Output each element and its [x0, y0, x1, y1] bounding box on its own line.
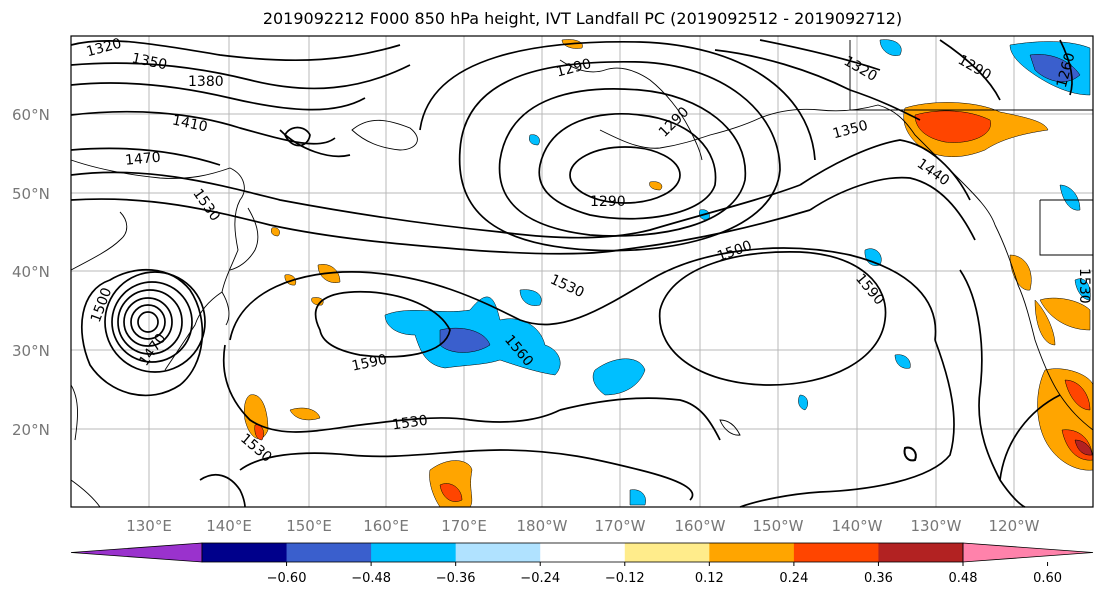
colorbar-segment [202, 543, 288, 562]
lon-label: 170°E [441, 517, 487, 535]
contour-label: 1590 [350, 352, 388, 375]
colorbar-tick-label: −0.48 [351, 571, 391, 586]
lon-label: 140°E [206, 517, 252, 535]
colorbar-segment [624, 543, 710, 562]
colorbar-extend-high [962, 542, 1094, 563]
colorbar-tick-label: 0.24 [779, 571, 808, 586]
contour-label: 1290 [590, 194, 626, 210]
map-area: 1320 1350 1380 1410 1470 1530 1500 1470 … [70, 35, 1094, 508]
latitude-labels: 60°N 50°N 40°N 30°N 20°N [12, 106, 50, 439]
colorbar-segment [793, 543, 879, 562]
colorbar-tick-label: 0.60 [1033, 571, 1062, 586]
colorbar-segment [371, 543, 457, 562]
longitude-labels: 130°E 140°E 150°E 160°E 170°E 180°W 170°… [126, 517, 1039, 535]
lon-label: 170°W [595, 517, 646, 535]
coastlines [70, 40, 1094, 508]
lat-label: 40°N [12, 263, 50, 281]
lon-label: 130°W [911, 517, 962, 535]
contour-label: 1410 [171, 112, 209, 135]
contour-label: 1350 [130, 50, 168, 73]
lon-label: 180°W [517, 517, 568, 535]
lat-label: 60°N [12, 106, 50, 124]
contour-label: 1470 [124, 150, 161, 169]
colorbar-tick-label: 0.36 [864, 571, 893, 586]
lat-label: 30°N [12, 342, 50, 360]
lon-label: 140°W [832, 517, 883, 535]
lon-label: 150°W [753, 517, 804, 535]
colorbar-segment [709, 543, 795, 562]
colorbar-segment [455, 543, 541, 562]
lon-label: 120°W [989, 517, 1040, 535]
colorbar-tick-label: −0.36 [436, 571, 476, 586]
height-contours [70, 39, 1073, 508]
lat-label: 50°N [12, 185, 50, 203]
colorbar-tick-label: 0.12 [695, 571, 724, 586]
colorbar-segment [286, 543, 372, 562]
contour-label: 1530 [391, 413, 429, 434]
colorbar-tick-label: −0.60 [267, 571, 307, 586]
colorbar-segment [540, 543, 626, 562]
lat-label: 20°N [12, 421, 50, 439]
lon-label: 160°W [675, 517, 726, 535]
colorbar: −0.60 −0.48 −0.36 −0.24 −0.12 0.12 0.24 0.36 0.4… [70, 542, 1094, 586]
lon-label: 130°E [126, 517, 172, 535]
map-title: 2019092212 F000 850 hPa height, IVT Land… [262, 9, 903, 28]
colorbar-extend-low [70, 542, 203, 563]
colorbar-tick-label: 0.48 [949, 571, 978, 586]
lon-label: 160°E [363, 517, 409, 535]
ivt-shading [243, 39, 1094, 508]
contour-label: 1530 [1076, 268, 1092, 304]
lon-label: 150°E [286, 517, 332, 535]
colorbar-segment [878, 543, 964, 562]
colorbar-tick-label: −0.12 [605, 571, 645, 586]
contour-label: 1380 [188, 74, 224, 90]
colorbar-tick-label: −0.24 [520, 571, 560, 586]
